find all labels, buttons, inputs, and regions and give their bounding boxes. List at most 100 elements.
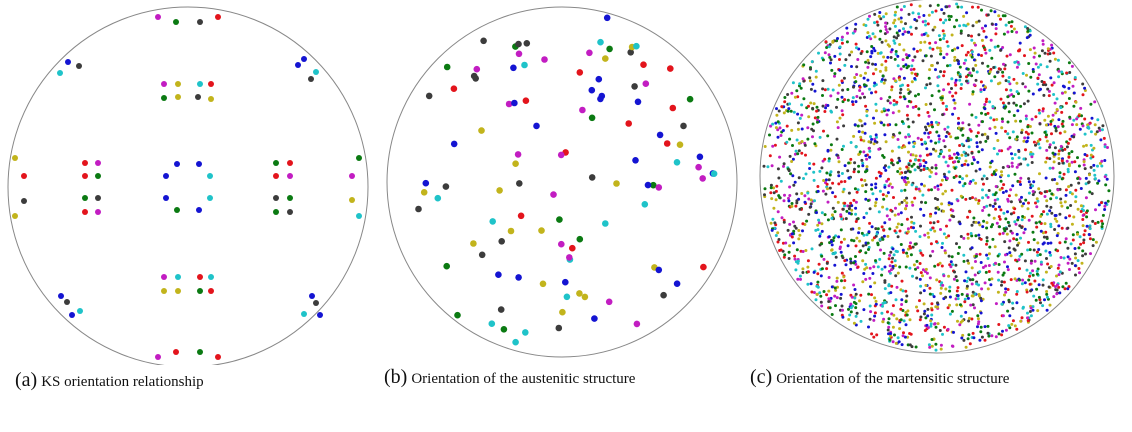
pole-point: [898, 91, 902, 95]
pole-point: [1055, 97, 1059, 101]
pole-point: [941, 113, 945, 117]
pole-point: [1103, 143, 1107, 147]
pole-point: [934, 206, 938, 210]
pole-point: [1038, 253, 1042, 257]
pole-point: [906, 227, 910, 231]
pole-point: [878, 11, 882, 14]
pole-point: [940, 8, 944, 12]
pole-point: [865, 50, 869, 54]
pole-point: [963, 162, 967, 166]
pole-point: [1067, 86, 1071, 90]
pole-point: [1081, 224, 1085, 228]
pole-point: [1020, 316, 1024, 320]
pole-point: [824, 178, 828, 182]
pole-point: [1035, 269, 1039, 273]
pole-point: [797, 149, 801, 153]
pole-point: [1058, 175, 1062, 179]
pole-point: [939, 286, 943, 290]
panel-b: [415, 14, 718, 346]
pole-point: [12, 213, 18, 219]
pole-point: [874, 299, 878, 303]
pole-point: [854, 100, 858, 104]
pole-point: [921, 59, 925, 63]
pole-point: [892, 21, 896, 25]
pole-point: [830, 248, 834, 252]
pole-point: [1104, 201, 1108, 205]
pole-point: [911, 105, 915, 109]
pole-point: [845, 209, 849, 213]
pole-point: [812, 102, 816, 106]
pole-point: [1052, 141, 1056, 145]
pole-point: [1012, 94, 1016, 98]
pole-point: [961, 177, 964, 181]
pole-point: [1067, 155, 1071, 159]
pole-point: [841, 88, 845, 92]
pole-point: [1054, 111, 1058, 115]
pole-point: [846, 169, 850, 173]
pole-point: [1016, 109, 1020, 113]
pole-point: [925, 83, 929, 87]
pole-point: [1004, 88, 1008, 92]
pole-point: [1092, 146, 1096, 150]
pole-circle: [759, 0, 1115, 354]
pole-point: [994, 23, 998, 26]
pole-point: [1014, 193, 1018, 197]
pole-point: [1080, 261, 1084, 265]
pole-point: [962, 338, 966, 342]
pole-point: [925, 271, 929, 275]
pole-point: [500, 326, 508, 333]
pole-point: [1100, 225, 1104, 229]
pole-point: [796, 112, 800, 116]
pole-point: [839, 228, 843, 232]
pole-point: [930, 123, 934, 127]
pole-point: [1037, 187, 1041, 191]
pole-point: [872, 72, 875, 76]
pole-point: [775, 113, 779, 117]
pole-point: [588, 86, 596, 94]
pole-point: [975, 20, 979, 24]
pole-point: [837, 174, 841, 178]
pole-point: [856, 124, 860, 128]
pole-point: [1085, 209, 1089, 213]
pole-point: [964, 24, 968, 28]
pole-point: [443, 63, 451, 71]
pole-point: [919, 284, 923, 288]
pole-point: [923, 309, 927, 313]
pole-point: [877, 170, 881, 174]
pole-point: [1017, 150, 1021, 153]
pole-point: [926, 231, 930, 235]
pole-point: [960, 82, 963, 86]
pole-point: [940, 178, 944, 182]
pole-point: [847, 176, 851, 180]
pole-point: [983, 281, 987, 285]
pole-point: [1012, 114, 1016, 117]
pole-point: [877, 147, 881, 151]
pole-point: [770, 228, 774, 232]
pole-point: [197, 349, 203, 355]
pole-point: [958, 75, 962, 79]
pole-point: [977, 150, 981, 154]
pole-point: [807, 104, 810, 108]
pole-point: [968, 342, 972, 346]
pole-point: [1066, 255, 1070, 259]
pole-point: [974, 181, 978, 185]
caption-label: (b): [384, 366, 408, 388]
pole-point: [989, 79, 993, 83]
pole-point: [795, 199, 799, 203]
pole-point: [833, 286, 837, 290]
pole-point: [786, 228, 790, 232]
pole-point: [1081, 213, 1085, 217]
pole-point: [919, 224, 922, 228]
pole-point: [840, 271, 844, 275]
pole-point: [851, 100, 854, 104]
pole-point: [1078, 177, 1082, 181]
pole-point: [1011, 301, 1015, 305]
pole-point: [1052, 81, 1056, 85]
pole-point: [886, 191, 890, 195]
pole-point: [977, 320, 981, 324]
pole-point: [813, 142, 817, 146]
pole-point: [955, 303, 959, 307]
pole-point: [1070, 150, 1074, 154]
pole-point: [1031, 193, 1035, 197]
pole-point: [1100, 164, 1104, 168]
